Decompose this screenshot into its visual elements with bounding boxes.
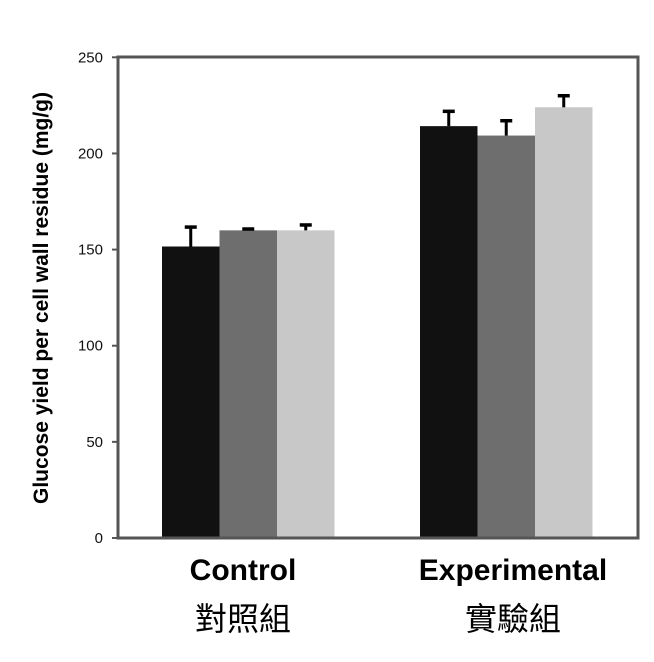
category-label-control-zh: 對照組 [195,600,291,638]
y-tick-label: 200 [78,145,103,162]
y-tick-label: 250 [78,49,103,66]
category-label-experimental: Experimental [419,554,607,587]
y-tick-label: 100 [78,338,103,355]
bar [277,230,335,539]
y-tick-label: 150 [78,242,103,259]
bar [162,246,220,538]
y-tick-label: 0 [95,530,103,547]
y-axis-label: Glucose yield per cell wall residue (mg/… [30,92,53,504]
category-label-control: Control [190,554,297,587]
category-label-experimental-zh: 實驗組 [465,600,561,638]
plot-frame [116,55,640,540]
bar [477,135,535,538]
bar [420,126,478,539]
bar [535,107,593,539]
bar [219,230,277,539]
y-tick-label: 50 [86,434,103,451]
